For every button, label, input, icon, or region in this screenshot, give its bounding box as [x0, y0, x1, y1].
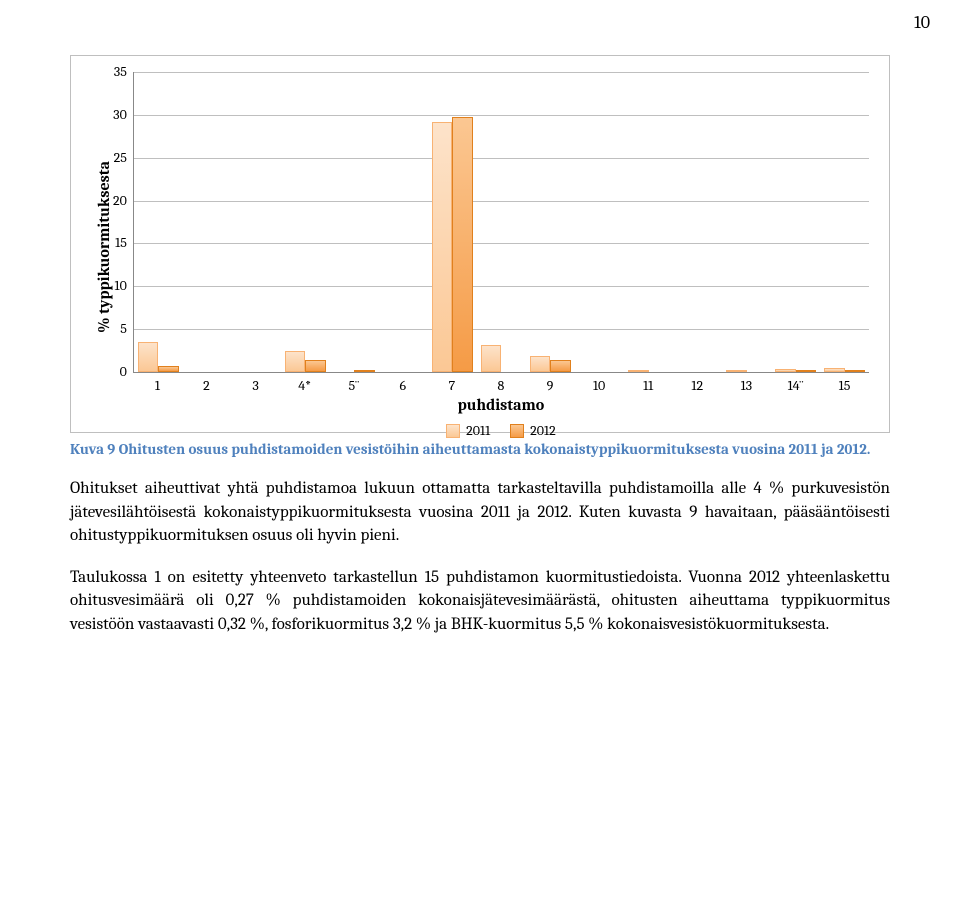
chart-bars: [134, 72, 869, 372]
x-tick-label: 15: [820, 377, 869, 394]
legend-item: 2011: [446, 422, 490, 439]
chart-category: [379, 72, 428, 372]
x-tick-label: 13: [722, 377, 771, 394]
legend-label: 2011: [466, 422, 490, 439]
legend-swatch: [446, 424, 460, 438]
x-tick-label: 10: [575, 377, 624, 394]
body-paragraph-2: Taulukossa 1 on esitetty yhteenveto tark…: [70, 566, 890, 636]
x-tick-label: 14¨: [771, 377, 820, 394]
chart-category: [673, 72, 722, 372]
chart-bar: [158, 366, 179, 372]
legend-item: 2012: [510, 422, 556, 439]
chart-category: [575, 72, 624, 372]
chart-bar: [824, 368, 845, 372]
chart-category: [183, 72, 232, 372]
chart-bar: [775, 369, 796, 372]
y-axis-label: % typpikuormituksesta: [91, 161, 113, 333]
chart-category: [330, 72, 379, 372]
chart-category: [134, 72, 183, 372]
chart-bar: [305, 360, 326, 372]
chart-category: [428, 72, 477, 372]
chart-bar: [481, 345, 502, 372]
chart-category: [771, 72, 820, 372]
x-tick-label: 11: [624, 377, 673, 394]
chart-bar: [796, 370, 817, 372]
x-tick-label: 2: [182, 377, 231, 394]
page-number: 10: [914, 12, 930, 33]
x-tick-label: 8: [476, 377, 525, 394]
chart-category: [722, 72, 771, 372]
x-axis-label: puhdistamo: [133, 396, 869, 414]
chart-bar: [628, 370, 649, 372]
y-axis: 35302520151050: [113, 72, 133, 372]
chart-category: [281, 72, 330, 372]
legend-swatch: [510, 424, 524, 438]
chart-bar: [845, 370, 866, 372]
chart-bar: [354, 370, 375, 372]
x-tick-label: 7: [427, 377, 476, 394]
legend-label: 2012: [530, 422, 556, 439]
chart-category: [526, 72, 575, 372]
x-tick-label: 1: [133, 377, 182, 394]
x-tick-label: 4*: [280, 377, 329, 394]
figure-caption: Kuva 9 Ohitusten osuus puhdistamoiden ve…: [70, 439, 890, 459]
x-tick-label: 3: [231, 377, 280, 394]
chart-category: [477, 72, 526, 372]
x-axis-labels: 1234*5¨67891011121314¨15: [133, 377, 869, 394]
chart-bar: [138, 342, 159, 372]
x-tick-label: 12: [673, 377, 722, 394]
x-tick-label: 9: [525, 377, 574, 394]
chart-plot-area: [133, 72, 869, 373]
body-paragraph-1: Ohitukset aiheuttivat yhtä puhdistamoa l…: [70, 477, 890, 547]
chart-container: % typpikuormituksesta 35302520151050 123…: [70, 55, 890, 433]
chart-bar: [550, 360, 571, 372]
x-tick-label: 6: [378, 377, 427, 394]
chart-category: [232, 72, 281, 372]
chart-legend: 2011 2012: [133, 422, 869, 442]
chart-category: [624, 72, 673, 372]
chart-category: [820, 72, 869, 372]
x-tick-label: 5¨: [329, 377, 378, 394]
chart-bar: [530, 356, 551, 372]
chart-bar: [285, 351, 306, 372]
chart-bar: [432, 122, 453, 372]
chart-bar: [452, 117, 473, 372]
chart-bar: [726, 370, 747, 372]
